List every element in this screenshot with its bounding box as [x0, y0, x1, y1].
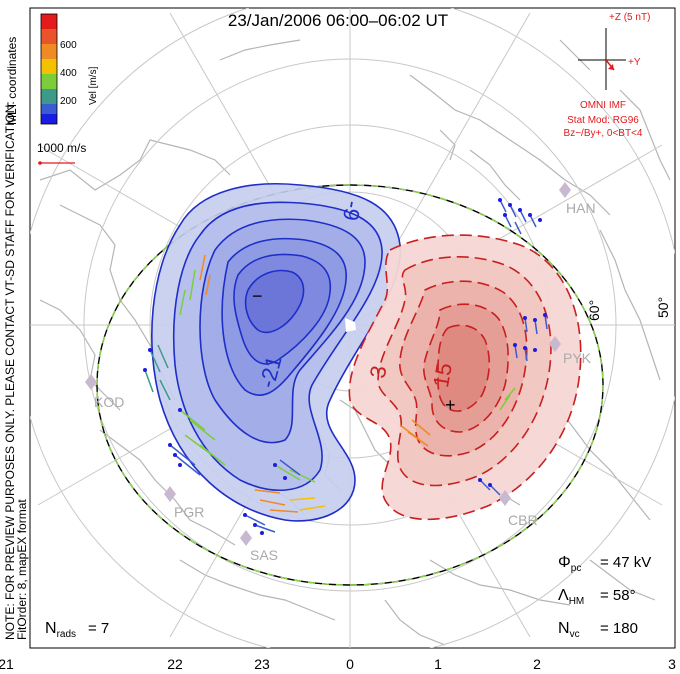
- mlt-tick-23: 23: [254, 656, 270, 672]
- colorbar-tick-600: 600: [60, 40, 77, 51]
- contour-label-neg-9: -9: [338, 199, 366, 223]
- map-title: 23/Jan/2006 06:00–06:02 UT: [228, 11, 448, 30]
- lat-label-50: 50°: [655, 297, 671, 318]
- station-kod: KOD: [94, 394, 124, 410]
- station-pyk: PYK: [563, 350, 592, 366]
- hm-boundary: [96, 184, 604, 586]
- radar-station-labels: HAN PYK KOD PGR SAS CBR: [94, 200, 596, 563]
- mlt-tick-3: 3: [668, 656, 676, 672]
- mlt-tick-1: 1: [434, 656, 442, 672]
- contour-label-pos-15: 15: [428, 361, 457, 389]
- contour-label-pos-3: 3: [365, 364, 392, 380]
- colorbar-tick-200: 200: [60, 96, 77, 107]
- station-sas: SAS: [250, 547, 278, 563]
- imf-condition: Bz−/By+, 0<BT<4: [564, 128, 643, 139]
- mlt-axis: 21 22 23 0 1 2 3: [0, 656, 676, 672]
- imf-y-label: +Y: [628, 57, 641, 68]
- scale-label: 1000 m/s: [37, 141, 86, 155]
- lat-label-60: 60°: [586, 300, 602, 321]
- velocity-vectors-dusk: [143, 254, 326, 535]
- hm-latitude: = 58°: [600, 587, 636, 604]
- colorbar-label: Vel [m/s]: [88, 66, 99, 105]
- velocity-scale: 1000 m/s: [37, 141, 86, 165]
- velocity-colorbar: 600 400 200 Vel [m/s]: [40, 13, 99, 125]
- colorbar-tick-400: 400: [60, 68, 77, 79]
- mlt-tick-0: 0: [346, 656, 354, 672]
- coordinate-system-label: MLT coordinates: [5, 37, 19, 125]
- velocity-vectors-dawn: [399, 198, 548, 502]
- cross-polar-potential: = 47 kV: [600, 554, 651, 571]
- fit-order-note: FitOrder: 8, mapEX format: [15, 499, 29, 640]
- potential-maximum-marker: +: [445, 395, 456, 415]
- vector-count: = 180: [600, 620, 638, 637]
- station-cbr: CBR: [508, 512, 538, 528]
- pole-gap: [345, 318, 356, 332]
- potential-minimum-marker: −: [252, 286, 263, 306]
- imf-z-label: +Z (5 nT): [609, 12, 650, 23]
- station-han: HAN: [566, 200, 596, 216]
- station-pgr: PGR: [174, 504, 204, 520]
- radar-count: = 7: [88, 620, 109, 637]
- preview-note: NOTE: FOR PREVIEW PURPOSES ONLY. PLEASE …: [3, 101, 17, 640]
- negative-convection-cell: [151, 182, 402, 522]
- mlt-tick-22: 22: [167, 656, 183, 672]
- stat-model: Stat Mod: RG96: [567, 115, 639, 126]
- imf-source: OMNI IMF: [580, 100, 626, 111]
- imf-dial: +Z (5 nT) +Y OMNI IMF Stat Mod: RG96 Bz−…: [564, 12, 651, 139]
- mlt-tick-2: 2: [533, 656, 541, 672]
- radar-station-markers: [85, 182, 571, 546]
- map-statistics: Φpc = 47 kV ΛHM = 58° Nvc = 180 Nrads = …: [45, 554, 651, 640]
- mlt-tick-21: 21: [0, 656, 14, 672]
